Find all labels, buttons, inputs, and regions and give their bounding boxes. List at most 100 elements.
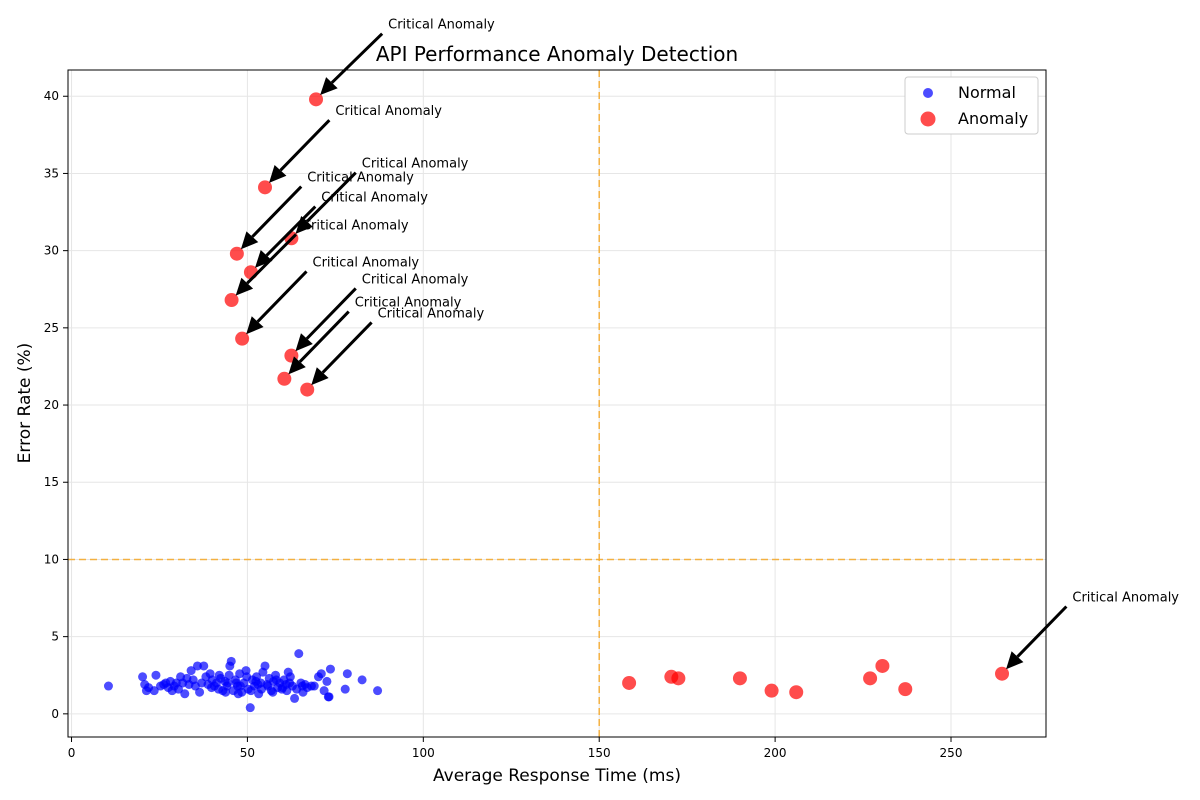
normal-point [306,681,316,691]
normal-point [138,672,148,682]
legend: Normal Anomaly [904,76,1039,135]
x-axis-label: Average Response Time (ms) [433,766,681,786]
x-tick-label: 50 [240,746,255,760]
annotation-label: Critical Anomaly [362,157,469,172]
anomaly-point [671,671,686,686]
y-tick-label: 25 [44,321,59,335]
annotation-arrow-shaft [279,119,331,172]
annotation-arrowhead [288,356,306,375]
annotation-label: Critical Anomaly [321,191,428,206]
x-tick-label: 100 [412,746,435,760]
normal-point [149,686,159,696]
normal-point [207,683,217,693]
normal-point [322,676,332,686]
normal-point [316,669,326,679]
normal-point [214,670,224,680]
annotation-arrow-shaft [1016,605,1068,658]
normal-point [268,687,278,697]
annotation-arrowhead [235,277,254,296]
normal-point [294,649,304,659]
normal-point [271,675,281,685]
annotation-label: Critical Anomaly [378,306,485,321]
normal-point [199,661,209,671]
normal-point [263,681,273,691]
y-tick-label: 30 [44,244,59,258]
plot-area [67,69,1047,738]
anomaly-point [898,682,913,697]
anomaly-point [995,666,1010,681]
normal-point [285,678,295,688]
anomaly-point [235,331,250,346]
anomaly-point [300,382,315,397]
legend-anomaly-marker [920,111,936,127]
legend-anomaly-label: Anomaly [958,109,1028,128]
normal-point [324,692,334,702]
normal-point [357,675,367,685]
normal-point [180,689,190,699]
annotation-label: Critical Anomaly [1072,590,1179,605]
annotation-arrowhead [269,164,287,183]
anomaly-point [789,685,804,700]
normal-point [253,680,263,690]
annotation-label: Critical Anomaly [362,272,469,287]
normal-point [233,689,243,699]
anomaly-point [309,92,324,107]
grid [68,70,1046,737]
annotation-arrow-shaft [321,321,373,374]
x-tick-label: 250 [940,746,963,760]
normal-point [224,670,234,680]
x-tick-label: 150 [588,746,611,760]
x-tick-label: 0 [68,746,76,760]
annotation-arrow-shaft [246,233,298,285]
anomaly-point [229,246,244,261]
legend-normal-marker [923,88,933,98]
y-tick-label: 5 [51,630,59,644]
anomaly-point [622,675,637,690]
annotation-label: Critical Anomaly [307,171,414,186]
axis-ticks: 0 50 100 150 200 250 0 5 10 15 20 25 30 35 40 [44,89,963,760]
normal-point [221,687,231,697]
normal-point [235,681,245,691]
y-tick-label: 35 [44,166,59,180]
annotation-arrowhead [311,367,329,386]
anomaly-point [277,371,292,386]
annotation-arrow-shaft [251,185,303,238]
normal-point [242,672,252,682]
annotation-arrowhead [295,333,313,352]
anomaly-point [732,671,747,686]
annotation-arrowhead [255,249,273,268]
normal-point [246,686,256,696]
y-tick-label: 40 [44,89,59,103]
normal-point [297,681,307,691]
annotation-arrow-shaft [265,205,317,257]
normal-point [290,693,300,703]
annotation-arrow-shaft [298,310,350,363]
y-tick-label: 20 [44,398,59,412]
x-tick-label: 200 [764,746,787,760]
normal-point [373,686,383,696]
normal-point [195,687,205,697]
annotation-arrow-shaft [330,32,384,84]
annotation-arrowhead [240,231,259,250]
normal-point [103,681,113,691]
annotation-label: Critical Anomaly [335,104,442,119]
normal-point [186,666,196,676]
legend-normal-label: Normal [958,83,1016,102]
data-points [103,92,1010,713]
normal-point [245,703,255,713]
anomaly-point [863,671,878,686]
normal-point [342,669,352,679]
annotation-label: Critical Anomaly [302,218,409,233]
anomaly-point [764,683,779,698]
anomaly-point [224,293,239,308]
normal-point [260,661,270,671]
threshold-lines [68,70,1046,737]
y-tick-label: 0 [51,707,59,721]
normal-point [340,684,350,694]
annotation-arrowhead [246,316,264,335]
anomaly-point [258,180,273,195]
normal-point [223,678,233,688]
y-axis-label: Error Rate (%) [15,343,35,464]
